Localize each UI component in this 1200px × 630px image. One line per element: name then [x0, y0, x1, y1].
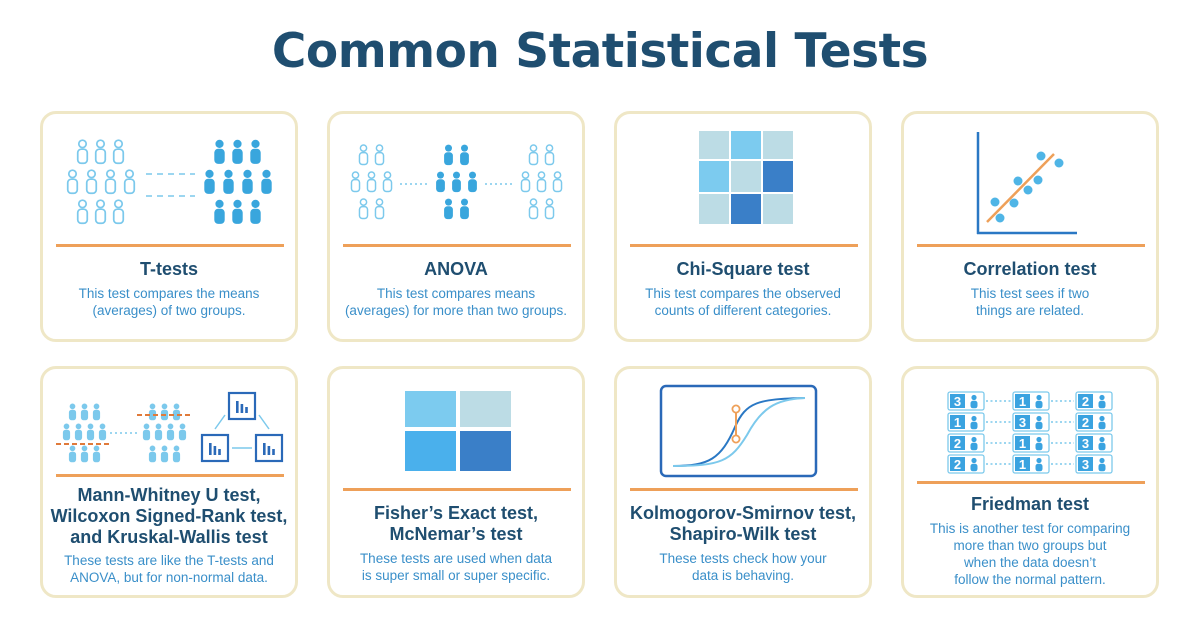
two-by-two-table-icon — [330, 369, 582, 489]
card-title: Chi-Square test — [676, 259, 810, 279]
rank-box: 3 — [1075, 433, 1113, 453]
card-description: These tests check how your data is behavi… — [659, 551, 827, 583]
rank-box: 1 — [1012, 454, 1050, 474]
rank-label: 1 — [954, 415, 961, 430]
card-description: These tests are used when data is super s… — [359, 551, 553, 583]
card-divider — [630, 488, 858, 491]
rank-box: 3 — [1012, 412, 1050, 432]
card-correlation: Correlation test This test sees if two th… — [901, 111, 1159, 342]
rank-label: 1 — [1019, 394, 1026, 409]
rank-box: 3 — [1075, 454, 1113, 474]
rank-label: 2 — [954, 436, 961, 451]
rank-box: 2 — [947, 433, 985, 453]
card-title: Fisher’s Exact test, McNemar’s test — [373, 503, 539, 544]
ranked-rows-icon: 3 1 2 1 3 2 2 1 3 2 1 3 — [904, 369, 1156, 481]
rank-box: 1 — [947, 412, 985, 432]
rank-label: 3 — [1082, 457, 1089, 472]
card-divider — [917, 481, 1145, 484]
rank-box: 3 — [947, 391, 985, 411]
rank-label: 2 — [1082, 394, 1089, 409]
rank-label: 3 — [1082, 436, 1089, 451]
two-groups-people-icon — [43, 114, 295, 244]
three-groups-people-icon — [330, 114, 582, 244]
rank-label: 1 — [1019, 457, 1026, 472]
card-title: Kolmogorov-Smirnov test, Shapiro-Wilk te… — [629, 503, 857, 544]
card-divider — [56, 244, 284, 247]
card-description: These tests are like the T-tests and ANOV… — [64, 553, 274, 585]
rank-label: 3 — [954, 394, 961, 409]
rank-box: 2 — [1075, 391, 1113, 411]
card-divider — [343, 244, 571, 247]
card-divider — [917, 244, 1145, 247]
card-friedman: 3 1 2 1 3 2 2 1 3 2 1 3 Friedman test This is anoth… — [901, 366, 1159, 598]
card-title: Correlation test — [963, 259, 1097, 279]
card-divider — [56, 474, 284, 477]
rank-label: 3 — [1019, 415, 1026, 430]
card-mann-whitney: Mann-Whitney U test, Wilcoxon Signed-Ran… — [40, 366, 298, 598]
rank-box: 2 — [1075, 412, 1113, 432]
card-title: ANOVA — [424, 259, 488, 279]
card-chi-square: Chi-Square test This test compares the o… — [614, 111, 872, 342]
page-title: Common Statistical Tests — [271, 24, 929, 79]
rank-label: 1 — [1019, 436, 1026, 451]
rank-box: 1 — [1012, 391, 1050, 411]
rank-box: 2 — [947, 454, 985, 474]
scatter-trend-icon — [904, 114, 1156, 244]
card-description: This test compares means (averages) for m… — [344, 286, 568, 318]
card-description: This test compares the observed counts of… — [645, 286, 841, 318]
card-title: T-tests — [139, 259, 199, 279]
rank-label: 2 — [954, 457, 961, 472]
contingency-grid-icon — [617, 114, 869, 244]
card-divider — [630, 244, 858, 247]
card-description: This test sees if two things are related. — [970, 286, 1090, 318]
card-description: This test compares the means (averages) o… — [78, 286, 260, 318]
cumulative-curves-icon — [617, 369, 869, 489]
rank-label: 2 — [1082, 415, 1089, 430]
card-anova: ANOVA This test compares means (averages)… — [327, 111, 585, 342]
card-description: This is another test for comparing more t… — [929, 521, 1131, 587]
rank-box: 1 — [1012, 433, 1050, 453]
card-divider — [343, 488, 571, 491]
card-t-tests: T-tests This test compares the means (ave… — [40, 111, 298, 342]
card-title: Mann-Whitney U test, Wilcoxon Signed-Ran… — [50, 485, 288, 547]
nonparametric-groups-icon — [43, 369, 295, 474]
card-title: Friedman test — [970, 494, 1090, 514]
card-kolmogorov-smirnov: Kolmogorov-Smirnov test, Shapiro-Wilk te… — [614, 366, 872, 598]
card-fishers-exact: Fisher’s Exact test, McNemar’s test Thes… — [327, 366, 585, 598]
